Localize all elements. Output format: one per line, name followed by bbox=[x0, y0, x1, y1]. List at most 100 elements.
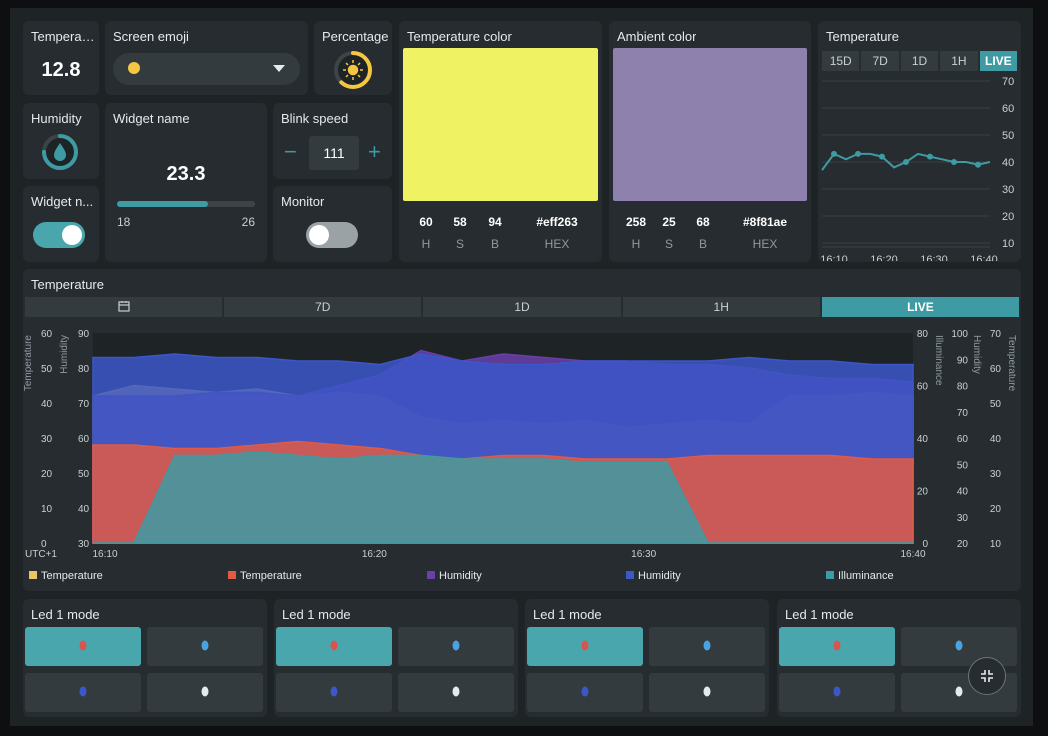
data-point bbox=[975, 161, 981, 168]
range-1h[interactable]: 1H bbox=[622, 297, 820, 317]
y-tick-label: 50 bbox=[1002, 130, 1014, 142]
range-live[interactable]: LIVE bbox=[979, 51, 1018, 71]
y-tick-label: 20 bbox=[1002, 211, 1014, 223]
y-tick-label: 40 bbox=[1002, 157, 1014, 169]
legend-item[interactable]: Temperature bbox=[228, 570, 302, 582]
egg-icon bbox=[451, 685, 461, 700]
y-tick-label: 0 bbox=[41, 539, 47, 550]
temperature-color-tile[interactable]: Temperature color 60 58 94 #eff263 H S B… bbox=[399, 21, 602, 262]
legend-swatch bbox=[427, 571, 435, 579]
led-mode-button[interactable] bbox=[398, 673, 514, 712]
led-mode-button[interactable] bbox=[25, 627, 141, 666]
egg-icon bbox=[200, 685, 210, 700]
hue-label: H bbox=[631, 237, 641, 251]
range-7d[interactable]: 7D bbox=[861, 51, 899, 71]
led-mode-button[interactable] bbox=[779, 673, 895, 712]
x-tick-label: 16:30 bbox=[631, 549, 656, 560]
slider-max: 26 bbox=[241, 215, 255, 229]
hue-label: H bbox=[421, 237, 431, 251]
hex-label: HEX bbox=[544, 237, 570, 251]
led-mode-button[interactable] bbox=[527, 673, 643, 712]
increment-button[interactable]: + bbox=[368, 139, 381, 164]
water-drop-icon bbox=[954, 639, 964, 654]
y-tick-label: 30 bbox=[990, 469, 1002, 480]
hue-value: 60 bbox=[419, 215, 433, 229]
chart-title: Temperature bbox=[826, 29, 899, 44]
led-mode-button[interactable] bbox=[527, 627, 643, 666]
data-point bbox=[855, 150, 861, 157]
emoji-select[interactable] bbox=[113, 53, 300, 85]
tile-title: Temperature bbox=[31, 29, 95, 44]
hex-value: #8f81ae bbox=[742, 215, 788, 229]
temperature-tile[interactable]: Temperature 12.8 bbox=[23, 21, 99, 95]
brush-icon bbox=[580, 639, 590, 654]
legend-swatch bbox=[826, 571, 834, 579]
led-mode-button[interactable] bbox=[276, 627, 392, 666]
collapse-button[interactable] bbox=[968, 657, 1006, 695]
decrement-button[interactable]: − bbox=[284, 139, 297, 164]
led-mode-button[interactable] bbox=[147, 627, 263, 666]
legend-item[interactable]: Humidity bbox=[427, 570, 482, 582]
y-tick-label: 70 bbox=[78, 399, 90, 410]
y-tick-label: 60 bbox=[957, 434, 969, 445]
palette-icon bbox=[329, 685, 339, 700]
group-title: Led 1 mode bbox=[785, 607, 854, 622]
range-1d[interactable]: 1D bbox=[900, 51, 939, 71]
widget-toggle[interactable] bbox=[33, 222, 85, 248]
axis-title: Temperature bbox=[23, 335, 34, 392]
axis-title: Humidity bbox=[59, 335, 70, 374]
y-tick-label: 60 bbox=[78, 434, 90, 445]
palette-icon bbox=[832, 685, 842, 700]
led-mode-button[interactable] bbox=[276, 673, 392, 712]
y-tick-label: 60 bbox=[1002, 103, 1014, 115]
monitor-toggle[interactable] bbox=[306, 222, 358, 248]
led-mode-button[interactable] bbox=[25, 673, 141, 712]
legend-swatch bbox=[228, 571, 236, 579]
range-15d[interactable]: 15D bbox=[822, 51, 860, 71]
data-point bbox=[927, 153, 933, 160]
blink-speed-value[interactable]: 111 bbox=[309, 136, 359, 170]
y-tick-label: 60 bbox=[917, 382, 929, 393]
group-title: Led 1 mode bbox=[282, 607, 351, 622]
y-tick-label: 80 bbox=[917, 329, 929, 340]
brightness-label: B bbox=[490, 237, 499, 251]
y-tick-label: 90 bbox=[957, 355, 969, 366]
temperature-color-swatch[interactable] bbox=[403, 48, 598, 201]
brush-icon bbox=[832, 639, 842, 654]
ambient-color-swatch[interactable] bbox=[613, 48, 807, 201]
value-slider[interactable] bbox=[117, 201, 255, 207]
temperature-chart-tile: Temperature 15D 7D 1D 1H LIVE 10 20 30 40 50… bbox=[818, 21, 1021, 262]
calendar-button[interactable] bbox=[25, 297, 223, 317]
y-tick-label: 10 bbox=[1002, 238, 1014, 250]
range-live[interactable]: LIVE bbox=[821, 297, 1020, 317]
legend-label: Humidity bbox=[439, 570, 482, 582]
x-tick-label: 16:10 bbox=[92, 549, 117, 560]
timezone-label: UTC+1 bbox=[25, 549, 57, 560]
range-1d[interactable]: 1D bbox=[423, 297, 621, 317]
led-mode-button[interactable] bbox=[649, 673, 765, 712]
range-1h[interactable]: 1H bbox=[940, 51, 978, 71]
led-mode-button[interactable] bbox=[147, 673, 263, 712]
tile-title: Ambient color bbox=[617, 29, 697, 44]
data-point bbox=[903, 159, 909, 165]
monitor-tile: Monitor bbox=[273, 186, 392, 262]
led-mode-button[interactable] bbox=[779, 627, 895, 666]
range-7d[interactable]: 7D bbox=[224, 297, 422, 317]
y-tick-label: 80 bbox=[78, 364, 90, 375]
legend-item[interactable]: Temperature bbox=[29, 570, 103, 582]
brightness-label: B bbox=[698, 237, 707, 251]
y-tick-label: 50 bbox=[41, 364, 53, 375]
led-mode-group: Led 1 mode bbox=[525, 599, 769, 717]
y-tick-label: 70 bbox=[957, 408, 969, 419]
percentage-gauge bbox=[334, 51, 372, 89]
led-mode-button[interactable] bbox=[398, 627, 514, 666]
toggle-knob bbox=[309, 225, 329, 245]
led-mode-button[interactable] bbox=[649, 627, 765, 666]
ambient-color-tile[interactable]: Ambient color 258 25 68 #8f81ae H S B HE… bbox=[609, 21, 811, 262]
hex-label: HEX bbox=[752, 237, 778, 251]
legend-item[interactable]: Illuminance bbox=[826, 570, 894, 582]
temperature-history-panel: Temperature 7D 1D 1H LIVE 0 10 20 30 40 50 60 T… bbox=[23, 269, 1021, 591]
saturation-label: S bbox=[455, 237, 464, 251]
water-drop-icon bbox=[54, 143, 66, 161]
legend-item[interactable]: Humidity bbox=[626, 570, 681, 582]
